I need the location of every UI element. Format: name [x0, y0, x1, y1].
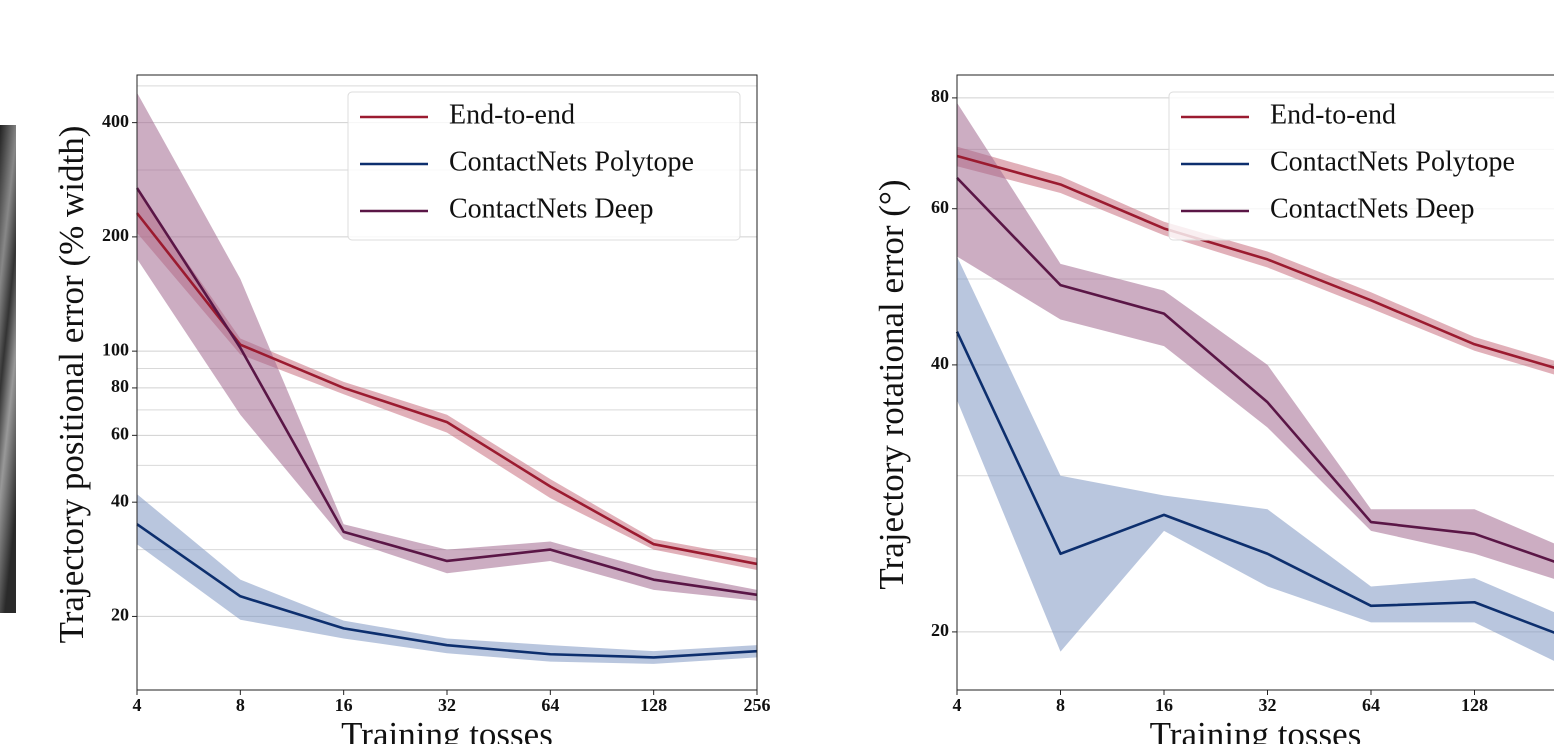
series-line — [956, 154, 1554, 369]
y-axis-label: Trajectory positional error (% width) — [52, 126, 91, 644]
y-tick-label: 400 — [102, 111, 129, 131]
y-tick-label: 20 — [931, 620, 949, 640]
y-tick-label: 60 — [931, 197, 949, 217]
y-axis-label: Trajectory rotational error (°) — [872, 179, 911, 589]
legend-label: End-to-end — [449, 99, 575, 130]
y-tick-label: 40 — [111, 490, 129, 510]
series-line — [956, 176, 1554, 563]
y-tick-label: 80 — [111, 376, 129, 396]
photo-texture — [0, 125, 16, 613]
legend-label: ContactNets Deep — [1270, 193, 1475, 224]
x-tick-label: 64 — [1362, 695, 1380, 715]
x-axis-label: Training tosses — [1150, 715, 1362, 744]
error-band — [957, 256, 1554, 661]
error-band — [137, 92, 757, 601]
legend-label: ContactNets Polytope — [1270, 146, 1515, 177]
x-tick-label: 128 — [640, 695, 667, 715]
x-tick-label: 4 — [133, 695, 142, 715]
legend-box — [347, 91, 741, 241]
chart: 20 40 60 80 100 200 400 4 8 16 32 64 128 256 Training … — [52, 74, 771, 744]
y-tick-label: 40 — [931, 353, 949, 373]
x-tick-label: 128 — [1461, 695, 1488, 715]
x-tick-label: 8 — [236, 695, 245, 715]
x-tick-label: 32 — [1259, 695, 1277, 715]
y-tick-label: 200 — [102, 225, 129, 245]
series-line — [136, 523, 758, 659]
y-tick-label: 20 — [111, 605, 129, 625]
y-tick-label: 60 — [111, 423, 129, 443]
legend-label: ContactNets Polytope — [449, 146, 694, 177]
x-tick-label: 4 — [953, 695, 962, 715]
error-band — [957, 102, 1554, 579]
legend-box — [1168, 91, 1554, 241]
series-line — [135, 187, 758, 597]
x-tick-label: 64 — [541, 695, 559, 715]
x-axis-label: Training tosses — [341, 715, 553, 744]
x-tick-label: 256 — [744, 695, 771, 715]
series-line — [135, 212, 758, 566]
legend-label: ContactNets Deep — [449, 193, 654, 224]
x-tick-label: 16 — [335, 695, 353, 715]
x-tick-label: 8 — [1056, 695, 1065, 715]
y-tick-label: 100 — [102, 339, 129, 359]
x-tick-label: 32 — [438, 695, 456, 715]
y-tick-label: 80 — [931, 86, 949, 106]
error-band — [137, 494, 757, 664]
legend-label: End-to-end — [1270, 99, 1396, 130]
series-line — [955, 331, 1554, 634]
x-tick-label: 16 — [1155, 695, 1173, 715]
